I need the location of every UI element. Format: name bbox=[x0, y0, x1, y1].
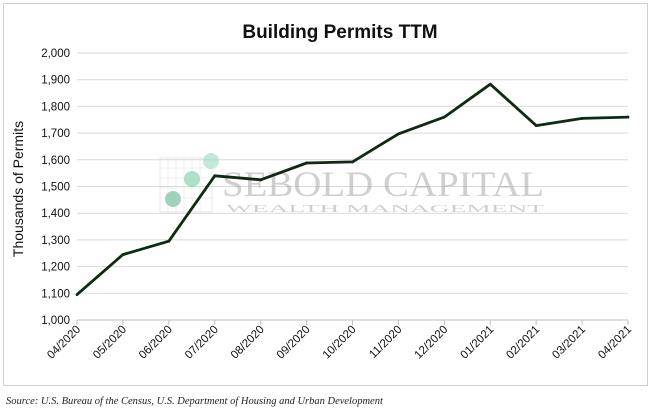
data-point bbox=[442, 115, 446, 119]
y-tick-label: 1,300 bbox=[41, 235, 70, 247]
watermark-subtitle: WEALTH MANAGEMENT bbox=[226, 203, 545, 215]
x-tick-label: 11/2020 bbox=[367, 324, 404, 361]
y-tick-label: 1,800 bbox=[41, 101, 70, 113]
x-tick-label: 04/2021 bbox=[596, 324, 634, 362]
data-point bbox=[626, 115, 630, 119]
y-tick-label: 1,400 bbox=[41, 208, 70, 220]
x-tick-labels: 04/2020 05/2020 06/2020 07/2020 08/2020 09/20… bbox=[45, 324, 634, 362]
data-point bbox=[351, 160, 354, 164]
x-tick-label: 01/2021 bbox=[458, 324, 496, 362]
watermark-logo-icon bbox=[159, 153, 219, 213]
series-layer bbox=[75, 82, 630, 297]
x-tick-label: 12/2020 bbox=[413, 324, 451, 362]
watermark: SEBOLD CAPITAL WEALTH MANAGEMENT bbox=[159, 153, 545, 215]
x-tick-label: 06/2020 bbox=[137, 324, 175, 362]
x-tick-label: 09/2020 bbox=[275, 324, 313, 362]
y-tick-label: 1,200 bbox=[41, 262, 70, 274]
x-tick-label: 05/2020 bbox=[91, 324, 129, 362]
y-tick-labels: 1,000 1,100 1,200 1,300 1,400 1,500 1,600 1,700… bbox=[41, 48, 70, 327]
y-tick-label: 1,100 bbox=[41, 288, 70, 300]
watermark-title: SEBOLD CAPITAL bbox=[222, 164, 544, 204]
x-tick-label: 10/2020 bbox=[321, 324, 359, 362]
y-axis-label: Thousands of Permits bbox=[10, 121, 26, 257]
chart-frame bbox=[3, 3, 648, 386]
data-point bbox=[213, 174, 217, 178]
source-note: Source: U.S. Bureau of the Census, U.S. … bbox=[6, 396, 383, 407]
x-tick-label: 02/2021 bbox=[504, 324, 542, 362]
data-point bbox=[167, 239, 171, 243]
x-tick-label: 04/2020 bbox=[45, 324, 83, 362]
y-tick-label: 1,700 bbox=[41, 128, 70, 140]
y-tick-label: 1,500 bbox=[41, 182, 70, 194]
data-point bbox=[121, 253, 125, 256]
data-point bbox=[259, 178, 263, 182]
y-tick-label: 1,000 bbox=[41, 315, 70, 327]
x-tick-label: 07/2020 bbox=[183, 324, 221, 362]
axes bbox=[76, 319, 629, 325]
data-point bbox=[75, 293, 79, 297]
y-tick-label: 2,000 bbox=[41, 48, 70, 60]
x-tick-label: 03/2021 bbox=[550, 324, 588, 362]
data-point bbox=[305, 161, 308, 165]
data-point bbox=[534, 124, 538, 128]
building-permits-chart: Building Permits TTM SEBOLD CAPITAL WEAL… bbox=[10, 22, 634, 362]
chart-title: Building Permits TTM bbox=[242, 22, 437, 43]
y-tick-label: 1,900 bbox=[41, 75, 70, 87]
data-point bbox=[488, 82, 492, 86]
data-point bbox=[397, 132, 400, 136]
x-tick-label: 08/2020 bbox=[229, 324, 267, 362]
y-tick-label: 1,600 bbox=[41, 155, 70, 167]
data-point bbox=[580, 117, 584, 120]
